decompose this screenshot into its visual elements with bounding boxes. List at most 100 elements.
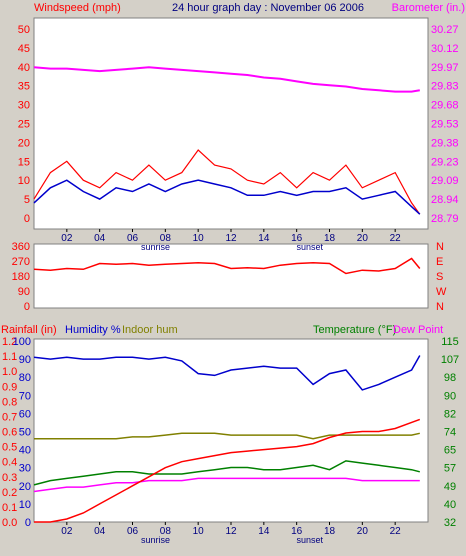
- barometer-y-tick-label: 28.94: [431, 194, 459, 206]
- wind-panel-plot: [33, 17, 429, 230]
- rainfall-y-tick-label: 0.9: [2, 381, 17, 393]
- temperature-legend: Temperature (°F): [313, 324, 396, 336]
- humidity-y-tick-label: 50: [19, 427, 31, 439]
- compass-label: N: [436, 241, 444, 253]
- climate-x-tick-label: 12: [225, 526, 237, 537]
- climate-x-tick-label: 08: [160, 526, 172, 537]
- climate-x-tick-label: 06: [127, 526, 139, 537]
- humidity-y-tick-label: 60: [19, 408, 31, 420]
- windspeed-y-tick-label: 5: [24, 194, 30, 206]
- rainfall-y-tick-label: 1.2: [2, 336, 17, 348]
- wind-x-tick-label: 22: [390, 233, 402, 244]
- barometer-axis-title: Barometer (in.): [392, 2, 465, 14]
- direction-y-tick-label: 0: [24, 301, 30, 313]
- windspeed-y-tick-label: 35: [18, 81, 30, 93]
- climate-panel: 0.0 0.1 0.2 0.3 0.4 0.5 0.6 0.7 0.8 0.9 1.0 1.1 1.2 0…: [2, 336, 459, 545]
- wind-x-tick-label: 10: [193, 233, 205, 244]
- compass-label: S: [436, 271, 443, 283]
- windspeed-y-tick-label: 0: [24, 213, 30, 225]
- rainfall-y-tick-label: 0.3: [2, 472, 17, 484]
- temperature-y-tick-label: 49: [444, 481, 456, 493]
- humidity-line: [33, 355, 421, 391]
- humidity-y-tick-label: 90: [19, 354, 31, 366]
- temperature-y-tick-label: 32: [444, 517, 456, 529]
- climate-x-tick-label: 14: [258, 526, 270, 537]
- temperature-y-tick-label: 98: [444, 372, 456, 384]
- compass-label: N: [436, 301, 444, 313]
- rainfall-y-tick-label: 0.6: [2, 427, 17, 439]
- climate-x-tick-label: 02: [61, 526, 73, 537]
- barometer-y-tick-label: 29.38: [431, 137, 459, 149]
- climate-x-tick-label: 22: [390, 526, 402, 537]
- temperature-y-tick-label: 57: [444, 463, 456, 475]
- barometer-y-tick-label: 30.12: [431, 43, 459, 55]
- windspeed-y-tick-label: 20: [18, 137, 30, 149]
- rainfall-y-tick-label: 0.4: [2, 457, 17, 469]
- temperature-y-tick-label: 40: [444, 499, 456, 511]
- climate-panel-plot: [33, 338, 429, 523]
- wind-x-tick-label: 20: [357, 233, 369, 244]
- barometer-y-tick-label: 29.23: [431, 156, 459, 168]
- wind-x-tick-label: 08: [160, 233, 172, 244]
- rainfall-y-tick-label: 0.1: [2, 502, 17, 514]
- indoor-humidity-line: [34, 432, 420, 440]
- temperature-y-tick-label: 74: [444, 427, 456, 439]
- humidity-y-tick-label: 100: [13, 336, 31, 348]
- temperature-y-tick-label: 82: [444, 408, 456, 420]
- humidity-y-tick-label: 80: [19, 372, 31, 384]
- barometer-y-tick-label: 29.53: [431, 119, 459, 131]
- direction-y-tick-label: 360: [12, 241, 30, 253]
- humidity-legend: Humidity %: [65, 324, 121, 336]
- climate-sunrise-label: sunrise: [141, 535, 170, 545]
- wind-x-tick-label: 18: [324, 233, 336, 244]
- humidity-y-tick-label: 30: [19, 463, 31, 475]
- rainfall-y-tick-label: 0.7: [2, 411, 17, 423]
- wind-panel: 0 5 10 15 20 25 30 35 40 45 50 28.79 28.94 29.09 29.23…: [18, 24, 459, 252]
- barometer-y-tick-label: 29.97: [431, 62, 459, 74]
- barometer-y-tick-label: 30.27: [431, 24, 459, 36]
- rainfall-y-tick-label: 1.0: [2, 366, 17, 378]
- rainfall-y-tick-label: 1.1: [2, 351, 17, 363]
- dew-point-legend: Dew Point: [393, 324, 443, 336]
- temperature-line: [33, 460, 420, 486]
- humidity-y-tick-label: 0: [25, 517, 31, 529]
- windspeed-y-tick-label: 40: [18, 62, 30, 74]
- climate-x-tick-label: 04: [94, 526, 106, 537]
- direction-panel-plot: [33, 243, 429, 309]
- windspeed-axis-title: Windspeed (mph): [34, 2, 121, 14]
- humidity-y-tick-label: 20: [19, 481, 31, 493]
- direction-y-tick-label: 90: [18, 286, 30, 298]
- humidity-y-tick-label: 70: [19, 390, 31, 402]
- barometer-y-tick-label: 29.83: [431, 81, 459, 93]
- wind-x-tick-label: 12: [225, 233, 237, 244]
- humidity-y-tick-label: 10: [19, 499, 31, 511]
- wind-x-tick-label: 16: [291, 233, 303, 244]
- climate-x-tick-label: 18: [324, 526, 336, 537]
- compass-label: E: [436, 256, 443, 268]
- wind-x-tick-label: 04: [94, 233, 106, 244]
- barometer-line: [33, 66, 420, 93]
- average-wind-line: [33, 179, 421, 215]
- wind-direction-line: [33, 257, 421, 275]
- indoor-hum-legend: Indoor hum: [122, 324, 178, 336]
- dew-point-line: [33, 477, 420, 493]
- rainfall-legend: Rainfall (in): [1, 324, 57, 336]
- humidity-y-tick-label: 40: [19, 445, 31, 457]
- compass-label: W: [436, 286, 447, 298]
- barometer-y-tick-label: 29.09: [431, 175, 459, 187]
- wind-sunset-label: sunset: [297, 242, 324, 252]
- wind-x-tick-label: 06: [127, 233, 139, 244]
- climate-x-tick-label: 10: [193, 526, 205, 537]
- temperature-y-tick-label: 90: [444, 390, 456, 402]
- temperature-y-tick-label: 107: [441, 354, 459, 366]
- barometer-y-tick-label: 28.79: [431, 213, 459, 225]
- wind-sunrise-label: sunrise: [141, 242, 170, 252]
- graph-date-title: 24 hour graph day : November 06 2006: [172, 2, 364, 14]
- rainfall-y-tick-label: 0.0: [2, 517, 17, 529]
- temperature-y-tick-label: 65: [444, 445, 456, 457]
- temperature-y-tick-label: 115: [441, 336, 459, 348]
- rainfall-y-tick-label: 0.8: [2, 396, 17, 408]
- windspeed-y-tick-label: 10: [18, 175, 30, 187]
- rainfall-y-tick-label: 0.2: [2, 487, 17, 499]
